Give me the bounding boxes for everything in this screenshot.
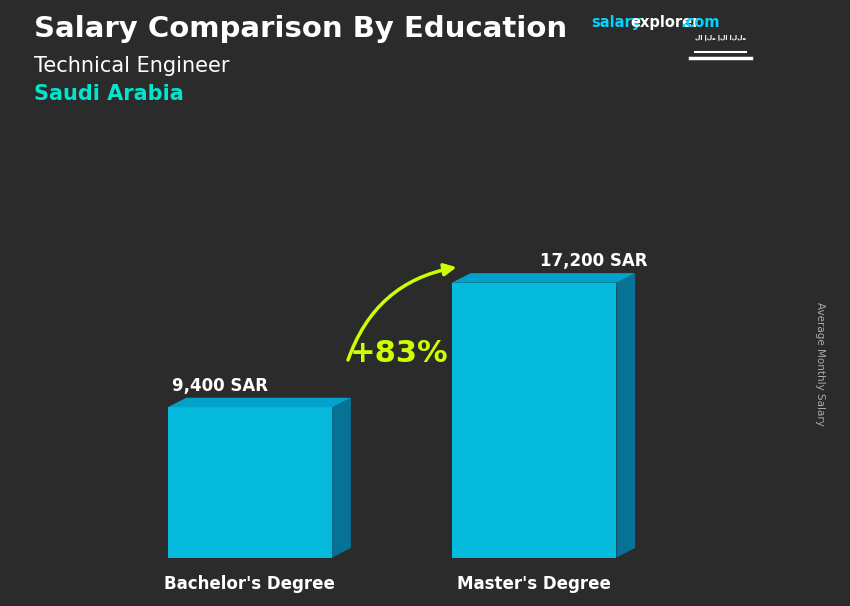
Text: explorer: explorer: [631, 15, 700, 30]
Text: Average Monthly Salary: Average Monthly Salary: [815, 302, 825, 425]
Text: Saudi Arabia: Saudi Arabia: [34, 84, 184, 104]
Text: 9,400 SAR: 9,400 SAR: [172, 376, 268, 395]
Text: Technical Engineer: Technical Engineer: [34, 56, 230, 76]
Text: 17,200 SAR: 17,200 SAR: [541, 252, 648, 270]
Text: Salary Comparison By Education: Salary Comparison By Education: [34, 15, 567, 43]
Polygon shape: [452, 283, 616, 558]
Polygon shape: [332, 398, 351, 558]
Text: .com: .com: [680, 15, 719, 30]
Text: Master's Degree: Master's Degree: [457, 575, 611, 593]
Text: +83%: +83%: [350, 339, 449, 367]
Text: Bachelor's Degree: Bachelor's Degree: [164, 575, 336, 593]
Polygon shape: [167, 407, 332, 558]
Text: لا إله إلا الله: لا إله إلا الله: [694, 35, 746, 41]
Text: salary: salary: [591, 15, 641, 30]
Polygon shape: [452, 273, 635, 283]
Polygon shape: [167, 398, 351, 407]
Polygon shape: [616, 273, 635, 558]
FancyArrowPatch shape: [348, 265, 453, 360]
